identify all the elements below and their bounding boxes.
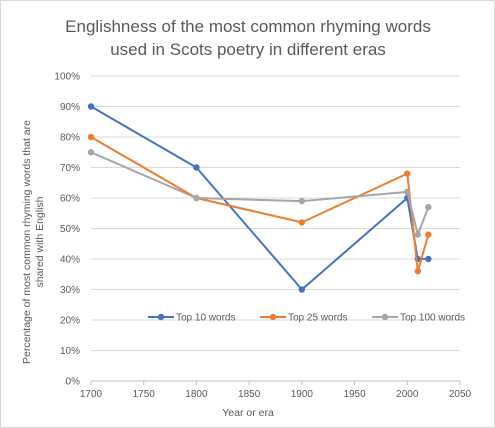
data-point xyxy=(404,170,411,177)
legend-marker xyxy=(157,313,165,321)
data-point xyxy=(298,219,306,226)
y-axis-ticks: 0% 10% 20% 30% 40% 50% 60% 70% 80% 90% 100% xyxy=(54,72,80,388)
y-tick-label: 70% xyxy=(60,163,80,174)
x-axis-ticks: 1700 1750 1800 1850 1900 1950 2000 2050 xyxy=(80,381,472,400)
y-tick-label: 20% xyxy=(60,316,80,327)
data-point xyxy=(425,203,432,211)
y-axis-title-line-1: Percentage of most common rhyming words … xyxy=(21,120,33,364)
legend-item: Top 10 words xyxy=(148,313,235,324)
x-axis-title: Year or era xyxy=(222,407,274,419)
data-point xyxy=(298,286,306,293)
legend-item: Top 25 words xyxy=(260,313,347,324)
legend-label: Top 25 words xyxy=(288,313,347,324)
y-tick-label: 40% xyxy=(60,255,80,266)
data-point xyxy=(87,133,95,141)
data-point xyxy=(87,149,95,156)
x-tick-label: 2000 xyxy=(396,389,419,400)
series-3 xyxy=(87,149,432,238)
series-2 xyxy=(87,133,432,275)
data-point xyxy=(425,255,432,263)
y-tick-label: 60% xyxy=(60,194,80,205)
legend-label: Top 100 words xyxy=(400,313,465,324)
data-point xyxy=(193,194,200,202)
series-lines xyxy=(87,103,432,293)
data-point xyxy=(425,231,432,238)
series-line xyxy=(90,151,430,236)
x-tick-label: 1900 xyxy=(291,389,314,400)
legend: Top 10 words Top 25 words Top 100 words xyxy=(148,313,465,324)
y-tick-label: 90% xyxy=(60,102,80,113)
data-point xyxy=(87,103,95,110)
y-tick-label: 80% xyxy=(60,133,80,144)
x-tick-label: 1800 xyxy=(185,389,208,400)
x-tick-label: 2050 xyxy=(449,389,472,400)
chart-title-line-2: used in Scots poetry in different eras xyxy=(110,40,386,59)
y-tick-label: 10% xyxy=(60,346,80,357)
data-point xyxy=(414,268,422,275)
legend-item: Top 100 words xyxy=(372,313,465,324)
x-tick-label: 1750 xyxy=(133,389,156,400)
x-tick-label: 1700 xyxy=(80,389,103,400)
data-point xyxy=(193,164,200,171)
y-axis-title-line-2: shared with English xyxy=(34,196,46,287)
x-tick-label: 1850 xyxy=(238,389,261,400)
legend-marker xyxy=(269,313,277,321)
data-point xyxy=(414,231,422,238)
y-tick-label: 50% xyxy=(60,224,80,235)
data-point xyxy=(404,188,411,196)
x-tick-label: 1950 xyxy=(343,389,366,400)
gridlines xyxy=(91,75,460,382)
y-tick-label: 0% xyxy=(66,377,81,388)
legend-label: Top 10 words xyxy=(176,313,235,324)
legend-marker xyxy=(381,313,389,321)
chart-title-line-1: Englishness of the most common rhyming w… xyxy=(65,17,431,36)
series-line xyxy=(90,136,430,273)
y-tick-label: 100% xyxy=(54,72,80,83)
y-tick-label: 30% xyxy=(60,285,80,296)
data-point xyxy=(298,197,306,205)
